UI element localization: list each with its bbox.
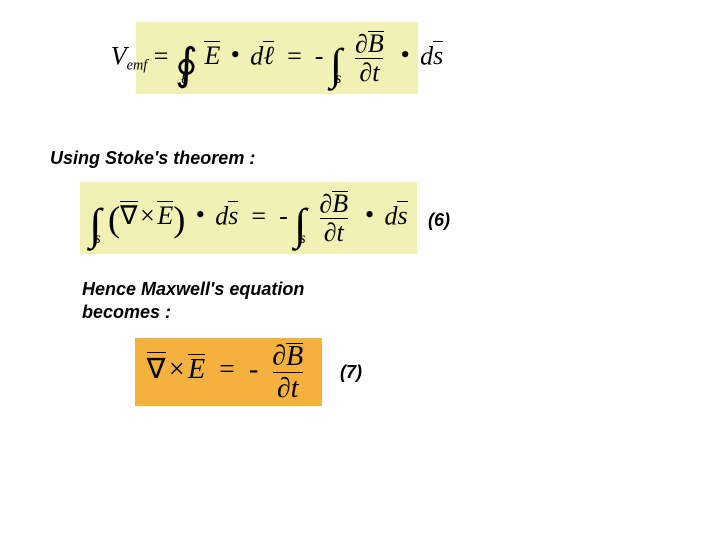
equation-stokes-applied: ∫ s (∇×E) • ds = - ∫ s ∂B ∂t • ds [80, 182, 417, 254]
dot-product-1: • [231, 40, 240, 70]
equals-4: = [219, 354, 235, 385]
equation-emf-definition: Vemf = ∮ ℓ E • dℓ = - ∫ s ∂B ∂t • ds [136, 22, 418, 94]
surface-integral-right-icon: ∫ s [294, 207, 306, 242]
text-hence-line1: Hence Maxwell's equation [82, 279, 304, 299]
equation-number-6: (6) [428, 210, 450, 231]
right-paren: ) [173, 205, 185, 234]
minus-1: - [315, 41, 324, 70]
equation-number-7: (7) [340, 362, 362, 383]
dot-product-3: • [196, 200, 205, 230]
integral-subscript-s: s [335, 73, 341, 85]
equation-2-math: ∫ s (∇×E) • ds = - ∫ s ∂B ∂t • ds [89, 190, 407, 247]
vector-dl: ℓ [263, 40, 274, 71]
vector-ds-right: s [397, 200, 407, 231]
vector-ds-left: s [228, 200, 238, 231]
fraction-dBdt-2: ∂B ∂t [315, 190, 352, 247]
nabla-icon-2: ∇ [147, 354, 166, 385]
fraction-dBdt: ∂B ∂t [351, 30, 388, 87]
slide: Vemf = ∮ ℓ E • dℓ = - ∫ s ∂B ∂t • ds Usi… [0, 0, 720, 540]
minus-3: - [249, 354, 258, 385]
text-using-stokes-theorem: Using Stoke's theorem : [50, 148, 255, 169]
symbol-V: V [111, 41, 127, 70]
contour-integral-icon: ∮ ℓ [175, 47, 198, 82]
equals-2: = [287, 41, 302, 70]
equation-3-math: ∇×E = - ∂B ∂t [147, 341, 310, 402]
dot-product-4: • [365, 200, 374, 230]
text-hence-line2: becomes : [82, 302, 171, 322]
cross-product: × [140, 201, 155, 230]
surface-integral-icon: ∫ s [330, 47, 342, 82]
cross-product-2: × [169, 354, 185, 385]
dot-product-2: • [401, 40, 410, 70]
surface-integral-left-icon: ∫ s [89, 207, 101, 242]
equals-1: = [154, 41, 169, 70]
subscript-emf: emf [127, 57, 148, 73]
equals-3: = [251, 201, 266, 230]
fraction-dBdt-3: ∂B ∂t [268, 341, 307, 402]
symbol-d2: d [420, 41, 433, 70]
symbol-d: d [250, 41, 263, 70]
equation-1-math: Vemf = ∮ ℓ E • dℓ = - ∫ s ∂B ∂t • ds [111, 30, 444, 87]
vector-E-2: E [157, 200, 173, 231]
vector-ds: s [433, 40, 443, 71]
vector-E: E [204, 40, 220, 71]
vector-E-3: E [188, 353, 205, 386]
left-paren: ( [108, 205, 120, 234]
integral-subscript-l: ℓ [180, 73, 186, 85]
minus-2: - [279, 201, 288, 230]
text-hence-maxwell: Hence Maxwell's equation becomes : [82, 278, 304, 323]
nabla-icon: ∇ [120, 201, 137, 230]
equation-maxwell-curl-E: ∇×E = - ∂B ∂t [135, 338, 322, 406]
